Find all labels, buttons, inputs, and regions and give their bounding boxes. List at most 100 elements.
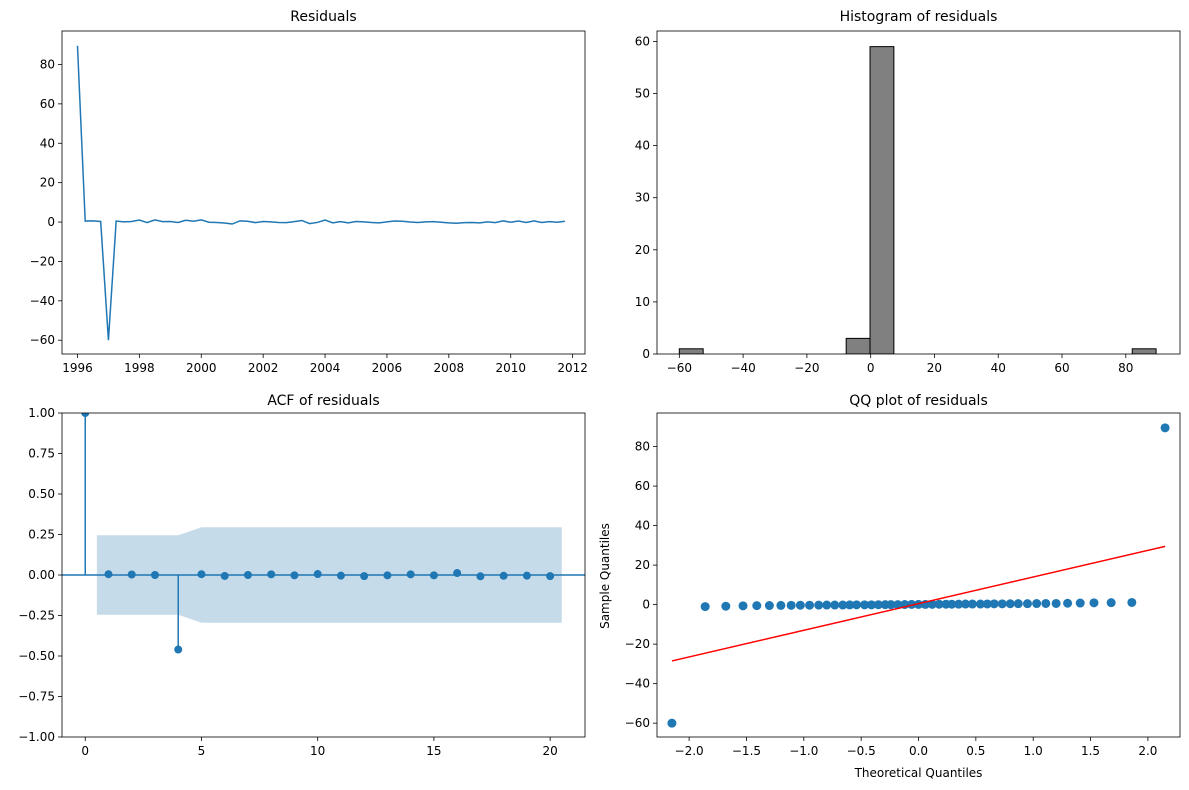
qq-point	[954, 599, 964, 609]
qq-point	[852, 600, 862, 610]
qq-point	[967, 599, 977, 609]
histogram-xtick-label: 20	[927, 361, 942, 375]
acf-point	[453, 569, 462, 578]
qq-panel: QQ plot of residuals Theoretical Quantil…	[598, 393, 1181, 780]
qq-point	[975, 599, 985, 609]
qq-point	[738, 601, 748, 611]
qq-point	[914, 599, 923, 609]
histogram-xtick-label: −20	[794, 361, 819, 375]
histogram-ytick-label: 10	[635, 295, 650, 309]
acf-point	[243, 571, 252, 579]
qq-point	[752, 601, 762, 611]
residuals-xtick-label: 2008	[434, 361, 465, 375]
acf-point	[150, 571, 159, 579]
qq-point	[927, 599, 937, 609]
acf-point	[336, 571, 345, 580]
histogram-ytick-label: 20	[635, 243, 650, 257]
histogram-bar	[869, 46, 895, 354]
histogram-xtick-label: −40	[730, 361, 755, 375]
qq-ytick-label: 60	[635, 479, 650, 493]
qq-point	[721, 601, 731, 611]
qq-point	[1089, 598, 1099, 608]
acf-ytick-label: 0.75	[28, 447, 55, 461]
qq-point	[934, 599, 944, 609]
qq-xtick-label: −0.5	[847, 744, 876, 758]
qq-ytick-label: 80	[635, 440, 650, 454]
qq-axes-frame	[656, 412, 1181, 738]
qq-xtick-label: 2.0	[1138, 744, 1157, 758]
qq-point	[776, 600, 786, 610]
acf-xtick-label: 10	[310, 744, 325, 758]
qq-point	[830, 600, 840, 610]
qq-point	[764, 601, 774, 611]
qq-ytick-label: −20	[625, 637, 650, 651]
qq-point	[845, 600, 855, 610]
acf-point	[383, 571, 392, 580]
acf-ytick-label: 0.25	[28, 528, 55, 542]
acf-point	[267, 570, 276, 579]
qq-point	[961, 599, 971, 609]
acf-point	[127, 570, 136, 579]
histogram-title: Histogram of residuals	[840, 9, 998, 25]
histogram-ytick-label: 0	[642, 347, 650, 361]
qq-point	[1013, 599, 1023, 609]
qq-point	[814, 600, 824, 610]
histogram-xtick-label: 80	[1118, 361, 1133, 375]
residuals-series-line	[76, 45, 565, 341]
histogram-ytick-label: 40	[635, 139, 650, 153]
qq-ytick-label: −60	[625, 716, 650, 730]
histogram-panel: Histogram of residuals −60 −40 −20 0 20 40 60 8…	[635, 9, 1181, 375]
qq-point	[1051, 598, 1061, 608]
qq-ytick-label: 40	[635, 519, 650, 533]
qq-ytick-label: −40	[625, 677, 650, 691]
qq-point	[1075, 598, 1085, 608]
qq-point	[866, 600, 876, 610]
acf-plot-area	[62, 413, 585, 654]
residuals-ytick-label: −60	[30, 333, 55, 347]
qq-point	[982, 599, 992, 609]
qq-point	[873, 600, 883, 610]
qq-reference-line	[671, 545, 1166, 662]
acf-ytick-label: 0.00	[28, 568, 55, 582]
qq-point	[786, 600, 796, 610]
histogram-plot-area	[678, 46, 1157, 354]
acf-point	[290, 571, 299, 580]
residuals-ytick-label: −20	[30, 254, 55, 268]
qq-xlabel: Theoretical Quantiles	[854, 766, 983, 780]
residuals-ytick-label: 60	[40, 97, 55, 111]
residuals-xtick-label: 2010	[495, 361, 526, 375]
residuals-panel: Residuals 1996 1998 2000 2002 2004 2006 2008 20…	[30, 9, 588, 375]
qq-ytick-label: 0	[642, 598, 650, 612]
qq-point	[997, 599, 1007, 609]
residuals-xtick-label: 1998	[124, 361, 155, 375]
residuals-xtick-label: 2002	[248, 361, 279, 375]
histogram-xtick-label: −60	[667, 361, 692, 375]
qq-point	[1005, 599, 1015, 609]
acf-ytick-label: −1.00	[18, 730, 55, 744]
residuals-ytick-label: 80	[40, 57, 55, 71]
acf-xtick-label: 20	[542, 744, 557, 758]
acf-xtick-label: 5	[198, 744, 206, 758]
qq-title: QQ plot of residuals	[849, 393, 987, 409]
acf-ytick-label: −0.50	[18, 649, 55, 663]
acf-point	[360, 572, 369, 581]
acf-point	[546, 572, 555, 581]
acf-axes-frame	[61, 412, 586, 738]
histogram-ytick-label: 30	[635, 191, 650, 205]
residuals-ytick-label: 0	[47, 215, 55, 229]
qq-xtick-label: −1.5	[732, 744, 761, 758]
qq-xtick-label: 0.0	[909, 744, 928, 758]
qq-point	[838, 600, 848, 610]
qq-point	[1063, 598, 1073, 608]
qq-point	[1127, 597, 1137, 607]
qq-point	[907, 599, 917, 609]
residuals-axes-frame	[61, 30, 586, 355]
histogram-bar	[1131, 348, 1157, 354]
qq-xtick-label: 1.0	[1024, 744, 1043, 758]
histogram-ytick-label: 60	[635, 34, 650, 48]
acf-point	[522, 571, 531, 580]
histogram-xtick-label: 60	[1054, 361, 1069, 375]
acf-point	[499, 571, 508, 580]
acf-point	[406, 570, 415, 579]
